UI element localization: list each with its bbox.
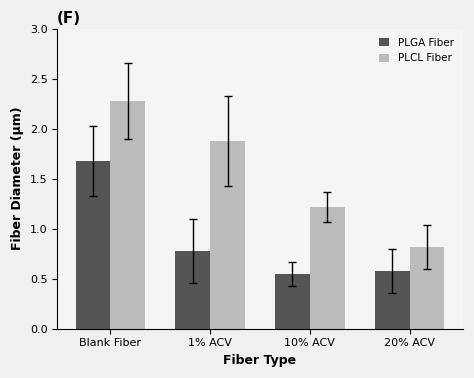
Bar [110, 101, 146, 328]
Bar [175, 251, 210, 328]
Bar [310, 207, 345, 328]
Bar [75, 161, 110, 328]
Bar [275, 274, 310, 328]
Legend: PLGA Fiber, PLCL Fiber: PLGA Fiber, PLCL Fiber [374, 34, 458, 67]
Bar [374, 271, 410, 328]
Text: (F): (F) [57, 11, 81, 26]
Y-axis label: Fiber Diameter (μm): Fiber Diameter (μm) [11, 107, 24, 251]
Bar [410, 246, 445, 328]
Bar [210, 141, 245, 328]
X-axis label: Fiber Type: Fiber Type [223, 354, 297, 367]
